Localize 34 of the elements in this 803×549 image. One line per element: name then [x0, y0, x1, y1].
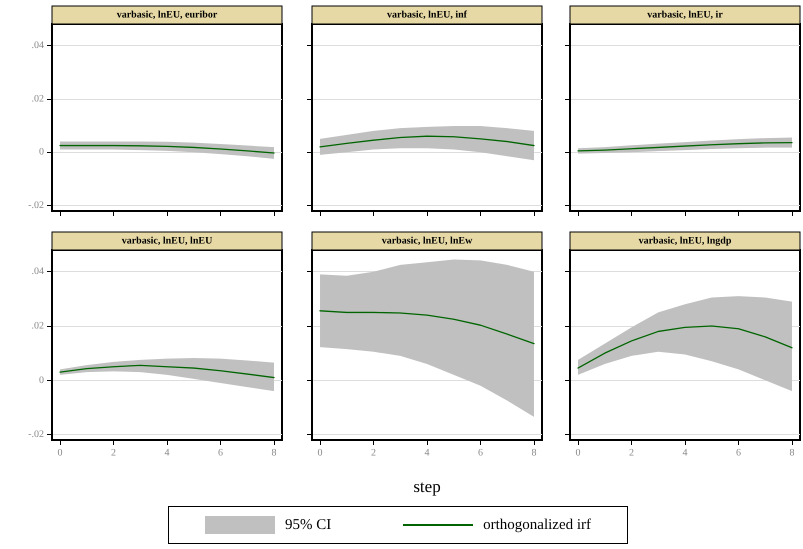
y-tick-label: .02 — [32, 93, 44, 104]
x-tick-label: 2 — [371, 448, 376, 458]
y-tick-label: 0 — [39, 146, 44, 158]
x-tick-label: 0 — [318, 448, 323, 458]
x-tick-label: 8 — [271, 448, 276, 458]
x-tick-label: 4 — [164, 448, 170, 458]
x-tick-label: 8 — [531, 448, 536, 458]
x-tick-label: 2 — [629, 448, 634, 458]
y-tick-label: -.02 — [28, 200, 44, 212]
x-tick-label: 8 — [789, 448, 794, 458]
x-tick-label: 0 — [58, 448, 63, 458]
chart-title: varbasic, lnEU, inf — [386, 10, 468, 20]
y-tick-label: .02 — [32, 320, 44, 332]
chart-title: varbasic, lnEU, euribor — [116, 10, 218, 20]
x-tick-label: 0 — [576, 448, 581, 458]
y-tick-label: .04 — [32, 40, 44, 51]
x-axis-title: step — [413, 477, 441, 496]
chart-title: varbasic, lnEU, ir — [647, 10, 724, 20]
x-tick-label: 6 — [478, 448, 483, 458]
x-tick-label: 6 — [736, 448, 741, 458]
text: 95% CI — [284, 516, 332, 534]
y-tick-label: -.02 — [28, 429, 44, 440]
y-tick-label: .04 — [32, 266, 44, 278]
line-series — [59, 144, 275, 154]
chart-title: varbasic, lnEU, lnEw — [382, 236, 474, 246]
x-tick-label: 2 — [111, 448, 116, 458]
chart-title: varbasic, lnEU, lngdp — [638, 236, 732, 246]
chart-title: varbasic, lnEU, lnEU — [122, 236, 212, 246]
x-tick-label: 6 — [218, 448, 223, 458]
x-tick-label: 4 — [682, 448, 688, 458]
line-series — [59, 364, 275, 378]
legend-label: orthogonalized irf — [483, 516, 592, 534]
x-tick-label: 4 — [424, 448, 430, 458]
y-tick-label: 0 — [39, 374, 44, 386]
